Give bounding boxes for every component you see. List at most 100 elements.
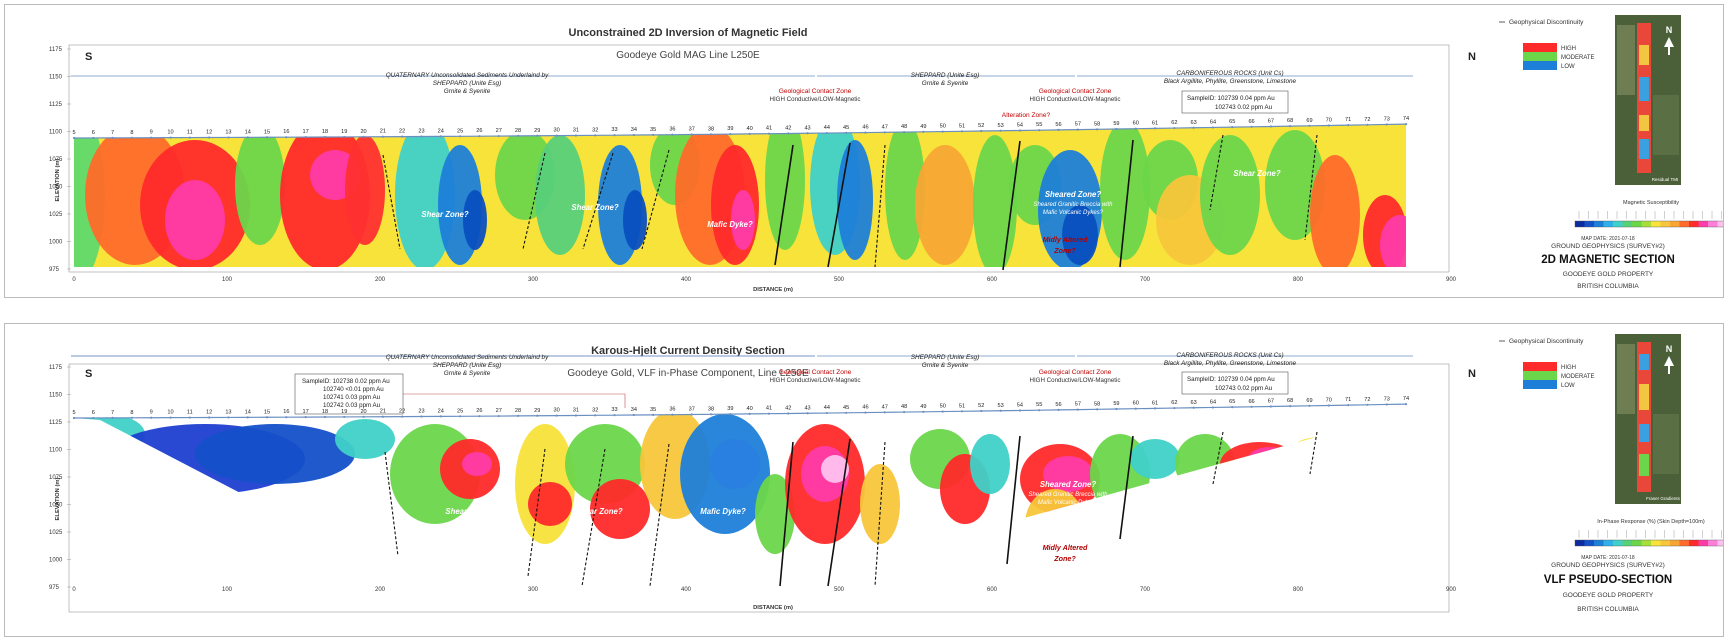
- distance-axis-label: DISTANCE (m): [753, 287, 793, 293]
- station-label: 7: [111, 130, 114, 136]
- distance-tick: 400: [681, 277, 692, 283]
- contact-zone-2-desc: HIGH Conductive/LOW-Magnetic: [1029, 377, 1120, 384]
- station-label: 22: [399, 129, 405, 135]
- station-label: 53: [997, 403, 1003, 409]
- plot-frame: [68, 363, 1450, 613]
- station-label: 61: [1152, 120, 1158, 126]
- station-label: 65: [1229, 399, 1235, 405]
- carboniferous-rock: Black Argillite, Phyllite, Greenstone, L…: [1164, 360, 1297, 367]
- sample-a-line-3: 102741 0.03 ppm Au: [323, 394, 381, 401]
- distance-tick: 500: [834, 587, 845, 593]
- station-label: 24: [438, 128, 444, 134]
- station-label: 31: [573, 127, 579, 133]
- elevation-axis-label: ELEVATION (m): [55, 158, 61, 201]
- distance-tick: 600: [987, 277, 998, 283]
- station-label: 63: [1191, 400, 1197, 406]
- elevation-tick: 975: [49, 267, 60, 273]
- station-label: 21: [380, 409, 386, 415]
- carboniferous-rock: Black Argillite, Phyllite, Greenstone, L…: [1164, 78, 1297, 85]
- station-label: 61: [1152, 400, 1158, 406]
- quaternary-label: QUATERNARY Unconsolidated Sediments Unde…: [386, 354, 549, 361]
- mafic-dyke-label: Mafic Dyke?: [707, 220, 753, 229]
- station-label: 58: [1094, 121, 1100, 127]
- magnetic-section-chart: Unconstrained 2D Inversion of Magnetic F…: [49, 27, 1476, 293]
- station-label: 69: [1306, 118, 1312, 124]
- elevation-tick: 1175: [49, 47, 63, 53]
- station-label: 7: [111, 410, 114, 416]
- station-label: 51: [959, 123, 965, 129]
- topography-line: [72, 123, 1408, 140]
- contact-zone-1: Geological Contact Zone: [779, 369, 852, 376]
- elevation-tick: 1125: [49, 420, 63, 426]
- station-labels: 5 6 7 8 9 10 11 12 13 14 15 16 17 18 19 20 21 22 23 24 25 26 2…: [72, 116, 1409, 136]
- distance-ticks: 0 100 200 300 400 500 600 700 800 900: [72, 587, 1456, 593]
- quaternary-unit: SHEPPARD (Unite Esg): [433, 80, 501, 87]
- station-label: 6: [92, 130, 95, 136]
- fault-lines: [384, 431, 1318, 587]
- distance-tick: 600: [987, 587, 998, 593]
- contact-zone-1-desc: HIGH Conductive/LOW-Magnetic: [769, 377, 860, 384]
- sheared-desc-1: Sheared Granitic Breccia with: [1028, 492, 1108, 498]
- station-label: 60: [1133, 401, 1139, 407]
- station-label: 24: [438, 408, 444, 414]
- shear-zone-label-1: Shear Zone?: [421, 210, 468, 219]
- station-label: 45: [843, 405, 849, 411]
- section-title: Karous-Hjelt Current Density Section: [591, 345, 785, 357]
- station-label: 59: [1113, 401, 1119, 407]
- station-label: 20: [360, 409, 366, 415]
- elevation-axis-label: ELEVATION (m): [55, 477, 61, 520]
- sheppard-rock: Grnite & Syenite: [922, 362, 969, 369]
- station-label: 40: [747, 406, 753, 412]
- station-label: 69: [1306, 398, 1312, 404]
- station-label: 59: [1113, 121, 1119, 127]
- station-label: 33: [611, 407, 617, 413]
- station-label: 52: [978, 403, 984, 409]
- station-label: 49: [920, 124, 926, 130]
- station-label: 47: [882, 124, 888, 130]
- south-marker: S: [85, 51, 92, 63]
- station-label: 55: [1036, 402, 1042, 408]
- station-label: 62: [1171, 120, 1177, 126]
- station-label: 11: [187, 130, 193, 136]
- sheppard-label: SHEPPARD (Unite Esg): [911, 72, 979, 79]
- station-label: 31: [573, 407, 579, 413]
- sheared-desc-1: Sheared Granitic Breccia with: [1033, 202, 1113, 208]
- shear-zone-label-3: Shear Zone?: [1234, 469, 1281, 478]
- station-label: 28: [515, 128, 521, 134]
- sample-line-1: SampleID: 102739 0.04 ppm Au: [1187, 95, 1275, 102]
- distance-tick: 0: [72, 277, 76, 283]
- station-label: 20: [360, 129, 366, 135]
- scale-title: In-Phase Response (%) (Skin Depth=100m): [1597, 519, 1705, 525]
- distance-tick: 700: [1140, 587, 1151, 593]
- station-label: 38: [708, 126, 714, 132]
- station-label: 17: [303, 409, 309, 415]
- north-marker: N: [1468, 51, 1476, 63]
- map-date: MAP DATE: 2021-07-18: [1581, 236, 1635, 242]
- station-label: 36: [669, 127, 675, 133]
- station-label: 37: [689, 126, 695, 132]
- station-label: 25: [457, 128, 463, 134]
- distance-tick: 200: [375, 277, 386, 283]
- station-label: 42: [785, 125, 791, 131]
- station-label: 71: [1345, 117, 1351, 123]
- fault-lines: [382, 134, 1318, 271]
- station-label: 70: [1326, 117, 1332, 123]
- property-label: GOODEYE GOLD PROPERTY: [1562, 592, 1654, 599]
- distance-tick: 800: [1293, 587, 1304, 593]
- station-label: 37: [689, 406, 695, 412]
- station-label: 47: [882, 404, 888, 410]
- section-heading: VLF PSEUDO-SECTION: [1543, 574, 1673, 586]
- altered-zone-label-2: Zone?: [1053, 246, 1076, 255]
- station-label: 15: [264, 129, 270, 135]
- elevation-tick: 1050: [49, 185, 63, 191]
- station-label: 29: [534, 128, 540, 134]
- station-label: 52: [978, 123, 984, 129]
- station-label: 25: [457, 408, 463, 414]
- region-label: BRITISH COLUMBIA: [1577, 606, 1639, 613]
- station-label: 27: [496, 128, 502, 134]
- station-label: 19: [341, 129, 347, 135]
- station-label: 9: [150, 130, 153, 136]
- sidebar-graphics: Geophysical Discontinuity HIGH MODERATE …: [1499, 15, 1726, 228]
- distance-tick: 100: [222, 587, 233, 593]
- distance-axis-label: DISTANCE (m): [753, 605, 793, 611]
